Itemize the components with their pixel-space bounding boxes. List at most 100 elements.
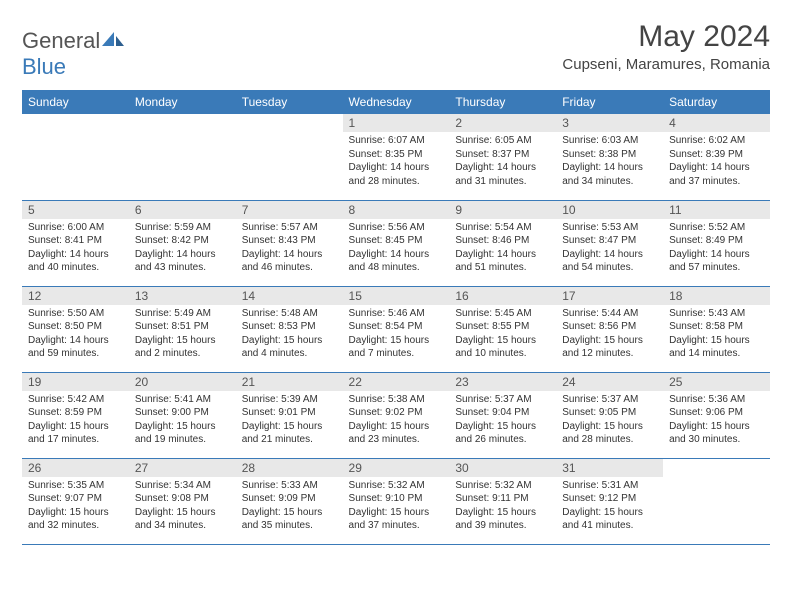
day-number: 21 bbox=[236, 373, 343, 391]
calendar-day-cell bbox=[129, 114, 236, 200]
day-info: Sunrise: 6:02 AMSunset: 8:39 PMDaylight:… bbox=[663, 132, 770, 192]
day-number: 28 bbox=[236, 459, 343, 477]
day-number: 27 bbox=[129, 459, 236, 477]
calendar-day-cell: 21Sunrise: 5:39 AMSunset: 9:01 PMDayligh… bbox=[236, 372, 343, 458]
day-number: 11 bbox=[663, 201, 770, 219]
month-title: May 2024 bbox=[562, 20, 770, 54]
logo-text-2: Blue bbox=[22, 54, 66, 79]
day-number: 14 bbox=[236, 287, 343, 305]
day-number: 24 bbox=[556, 373, 663, 391]
day-number: 26 bbox=[22, 459, 129, 477]
day-info: Sunrise: 5:44 AMSunset: 8:56 PMDaylight:… bbox=[556, 305, 663, 365]
day-info: Sunrise: 5:38 AMSunset: 9:02 PMDaylight:… bbox=[343, 391, 450, 451]
calendar-day-cell: 18Sunrise: 5:43 AMSunset: 8:58 PMDayligh… bbox=[663, 286, 770, 372]
calendar-day-cell: 28Sunrise: 5:33 AMSunset: 9:09 PMDayligh… bbox=[236, 458, 343, 544]
day-number: 17 bbox=[556, 287, 663, 305]
day-info: Sunrise: 6:03 AMSunset: 8:38 PMDaylight:… bbox=[556, 132, 663, 192]
day-info: Sunrise: 6:07 AMSunset: 8:35 PMDaylight:… bbox=[343, 132, 450, 192]
calendar-day-cell: 26Sunrise: 5:35 AMSunset: 9:07 PMDayligh… bbox=[22, 458, 129, 544]
day-number: 29 bbox=[343, 459, 450, 477]
weekday-header: Monday bbox=[129, 90, 236, 114]
day-info: Sunrise: 5:52 AMSunset: 8:49 PMDaylight:… bbox=[663, 219, 770, 279]
logo-text: GeneralBlue bbox=[22, 28, 126, 80]
day-info: Sunrise: 5:49 AMSunset: 8:51 PMDaylight:… bbox=[129, 305, 236, 365]
calendar-day-cell: 3Sunrise: 6:03 AMSunset: 8:38 PMDaylight… bbox=[556, 114, 663, 200]
calendar-day-cell: 15Sunrise: 5:46 AMSunset: 8:54 PMDayligh… bbox=[343, 286, 450, 372]
day-number: 2 bbox=[449, 114, 556, 132]
day-number: 22 bbox=[343, 373, 450, 391]
day-number: 4 bbox=[663, 114, 770, 132]
day-number: 1 bbox=[343, 114, 450, 132]
logo-sail-icon bbox=[100, 30, 126, 48]
calendar-week-row: 26Sunrise: 5:35 AMSunset: 9:07 PMDayligh… bbox=[22, 458, 770, 544]
calendar-day-cell: 11Sunrise: 5:52 AMSunset: 8:49 PMDayligh… bbox=[663, 200, 770, 286]
day-info: Sunrise: 5:32 AMSunset: 9:10 PMDaylight:… bbox=[343, 477, 450, 537]
day-number: 5 bbox=[22, 201, 129, 219]
weekday-header: Tuesday bbox=[236, 90, 343, 114]
calendar-day-cell: 5Sunrise: 6:00 AMSunset: 8:41 PMDaylight… bbox=[22, 200, 129, 286]
calendar-day-cell: 8Sunrise: 5:56 AMSunset: 8:45 PMDaylight… bbox=[343, 200, 450, 286]
day-info: Sunrise: 5:31 AMSunset: 9:12 PMDaylight:… bbox=[556, 477, 663, 537]
calendar-day-cell: 2Sunrise: 6:05 AMSunset: 8:37 PMDaylight… bbox=[449, 114, 556, 200]
calendar-day-cell: 17Sunrise: 5:44 AMSunset: 8:56 PMDayligh… bbox=[556, 286, 663, 372]
calendar-week-row: 1Sunrise: 6:07 AMSunset: 8:35 PMDaylight… bbox=[22, 114, 770, 200]
calendar-day-cell: 14Sunrise: 5:48 AMSunset: 8:53 PMDayligh… bbox=[236, 286, 343, 372]
day-info: Sunrise: 5:46 AMSunset: 8:54 PMDaylight:… bbox=[343, 305, 450, 365]
day-info: Sunrise: 5:35 AMSunset: 9:07 PMDaylight:… bbox=[22, 477, 129, 537]
day-info: Sunrise: 5:50 AMSunset: 8:50 PMDaylight:… bbox=[22, 305, 129, 365]
calendar-day-cell: 7Sunrise: 5:57 AMSunset: 8:43 PMDaylight… bbox=[236, 200, 343, 286]
day-info: Sunrise: 5:56 AMSunset: 8:45 PMDaylight:… bbox=[343, 219, 450, 279]
calendar-day-cell: 4Sunrise: 6:02 AMSunset: 8:39 PMDaylight… bbox=[663, 114, 770, 200]
day-info: Sunrise: 5:59 AMSunset: 8:42 PMDaylight:… bbox=[129, 219, 236, 279]
location-text: Cupseni, Maramures, Romania bbox=[562, 56, 770, 73]
day-number: 6 bbox=[129, 201, 236, 219]
day-info: Sunrise: 5:37 AMSunset: 9:05 PMDaylight:… bbox=[556, 391, 663, 451]
day-number: 12 bbox=[22, 287, 129, 305]
calendar-week-row: 5Sunrise: 6:00 AMSunset: 8:41 PMDaylight… bbox=[22, 200, 770, 286]
day-number: 13 bbox=[129, 287, 236, 305]
day-info: Sunrise: 5:54 AMSunset: 8:46 PMDaylight:… bbox=[449, 219, 556, 279]
calendar-day-cell: 30Sunrise: 5:32 AMSunset: 9:11 PMDayligh… bbox=[449, 458, 556, 544]
weekday-header-row: SundayMondayTuesdayWednesdayThursdayFrid… bbox=[22, 90, 770, 114]
calendar-day-cell: 20Sunrise: 5:41 AMSunset: 9:00 PMDayligh… bbox=[129, 372, 236, 458]
calendar-week-row: 19Sunrise: 5:42 AMSunset: 8:59 PMDayligh… bbox=[22, 372, 770, 458]
calendar-day-cell: 9Sunrise: 5:54 AMSunset: 8:46 PMDaylight… bbox=[449, 200, 556, 286]
day-number: 20 bbox=[129, 373, 236, 391]
logo-text-1: General bbox=[22, 28, 100, 53]
day-info: Sunrise: 5:34 AMSunset: 9:08 PMDaylight:… bbox=[129, 477, 236, 537]
weekday-header: Thursday bbox=[449, 90, 556, 114]
day-info: Sunrise: 5:32 AMSunset: 9:11 PMDaylight:… bbox=[449, 477, 556, 537]
day-number: 18 bbox=[663, 287, 770, 305]
day-info: Sunrise: 5:37 AMSunset: 9:04 PMDaylight:… bbox=[449, 391, 556, 451]
calendar-table: SundayMondayTuesdayWednesdayThursdayFrid… bbox=[22, 90, 770, 545]
calendar-day-cell bbox=[22, 114, 129, 200]
calendar-day-cell: 31Sunrise: 5:31 AMSunset: 9:12 PMDayligh… bbox=[556, 458, 663, 544]
day-number: 19 bbox=[22, 373, 129, 391]
calendar-day-cell: 6Sunrise: 5:59 AMSunset: 8:42 PMDaylight… bbox=[129, 200, 236, 286]
calendar-day-cell bbox=[663, 458, 770, 544]
calendar-day-cell: 19Sunrise: 5:42 AMSunset: 8:59 PMDayligh… bbox=[22, 372, 129, 458]
header: GeneralBlue May 2024 Cupseni, Maramures,… bbox=[22, 20, 770, 80]
day-number: 15 bbox=[343, 287, 450, 305]
day-info: Sunrise: 5:33 AMSunset: 9:09 PMDaylight:… bbox=[236, 477, 343, 537]
weekday-header: Wednesday bbox=[343, 90, 450, 114]
day-info: Sunrise: 5:41 AMSunset: 9:00 PMDaylight:… bbox=[129, 391, 236, 451]
day-number: 7 bbox=[236, 201, 343, 219]
calendar-day-cell: 24Sunrise: 5:37 AMSunset: 9:05 PMDayligh… bbox=[556, 372, 663, 458]
calendar-day-cell bbox=[236, 114, 343, 200]
title-block: May 2024 Cupseni, Maramures, Romania bbox=[562, 20, 770, 73]
day-info: Sunrise: 5:43 AMSunset: 8:58 PMDaylight:… bbox=[663, 305, 770, 365]
day-number: 16 bbox=[449, 287, 556, 305]
day-number: 25 bbox=[663, 373, 770, 391]
day-info: Sunrise: 5:48 AMSunset: 8:53 PMDaylight:… bbox=[236, 305, 343, 365]
calendar-day-cell: 1Sunrise: 6:07 AMSunset: 8:35 PMDaylight… bbox=[343, 114, 450, 200]
calendar-day-cell: 16Sunrise: 5:45 AMSunset: 8:55 PMDayligh… bbox=[449, 286, 556, 372]
calendar-day-cell: 13Sunrise: 5:49 AMSunset: 8:51 PMDayligh… bbox=[129, 286, 236, 372]
weekday-header: Sunday bbox=[22, 90, 129, 114]
day-info: Sunrise: 5:57 AMSunset: 8:43 PMDaylight:… bbox=[236, 219, 343, 279]
weekday-header: Friday bbox=[556, 90, 663, 114]
day-number: 3 bbox=[556, 114, 663, 132]
day-info: Sunrise: 5:39 AMSunset: 9:01 PMDaylight:… bbox=[236, 391, 343, 451]
day-number: 9 bbox=[449, 201, 556, 219]
day-number: 30 bbox=[449, 459, 556, 477]
